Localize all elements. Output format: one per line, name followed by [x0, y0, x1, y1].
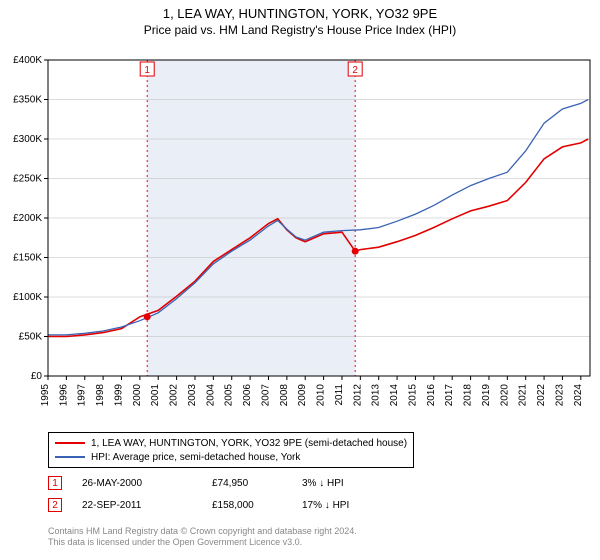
svg-text:2003: 2003 [187, 384, 198, 407]
svg-text:2009: 2009 [297, 384, 308, 407]
legend-row: HPI: Average price, semi-detached house,… [55, 450, 407, 464]
svg-text:2021: 2021 [518, 384, 529, 407]
svg-text:2000: 2000 [132, 384, 143, 407]
svg-text:2014: 2014 [389, 384, 400, 407]
attribution: Contains HM Land Registry data © Crown c… [48, 526, 357, 549]
transaction-date: 22-SEP-2011 [82, 500, 212, 511]
svg-text:2005: 2005 [224, 384, 235, 407]
svg-text:£50K: £50K [19, 332, 43, 343]
svg-text:2016: 2016 [426, 384, 437, 407]
svg-text:2018: 2018 [463, 384, 474, 407]
svg-text:2010: 2010 [316, 384, 327, 407]
svg-text:1998: 1998 [95, 384, 106, 407]
legend-swatch [55, 456, 85, 458]
svg-text:2011: 2011 [334, 384, 345, 406]
marker-badge: 2 [48, 498, 62, 512]
transaction-row: 2 22-SEP-2011 £158,000 17% ↓ HPI [48, 498, 349, 512]
transaction-date: 26-MAY-2000 [82, 478, 212, 489]
legend-swatch [55, 442, 85, 444]
svg-text:£250K: £250K [13, 174, 42, 185]
svg-text:1: 1 [144, 65, 150, 76]
transaction-price: £158,000 [212, 500, 302, 511]
svg-text:£200K: £200K [13, 213, 42, 224]
legend-label: 1, LEA WAY, HUNTINGTON, YORK, YO32 9PE (… [91, 438, 407, 449]
svg-text:2006: 2006 [242, 384, 253, 407]
svg-text:1995: 1995 [40, 384, 51, 407]
svg-text:1997: 1997 [77, 384, 88, 407]
transaction-vs-hpi: 3% ↓ HPI [302, 478, 344, 489]
title-block: 1, LEA WAY, HUNTINGTON, YORK, YO32 9PE P… [0, 0, 600, 38]
svg-text:2017: 2017 [444, 384, 455, 407]
svg-text:£100K: £100K [13, 292, 42, 303]
svg-text:£150K: £150K [13, 253, 42, 264]
chart-title: 1, LEA WAY, HUNTINGTON, YORK, YO32 9PE [0, 6, 600, 22]
svg-text:2015: 2015 [407, 384, 418, 407]
svg-text:2023: 2023 [554, 384, 565, 407]
svg-text:2024: 2024 [573, 384, 584, 407]
svg-text:£400K: £400K [13, 55, 42, 66]
svg-text:£300K: £300K [13, 134, 42, 145]
svg-text:2012: 2012 [352, 384, 363, 407]
transaction-vs-hpi: 17% ↓ HPI [302, 500, 349, 511]
svg-text:£350K: £350K [13, 95, 42, 106]
legend-label: HPI: Average price, semi-detached house,… [91, 452, 300, 463]
svg-text:2002: 2002 [169, 384, 180, 407]
svg-text:2001: 2001 [150, 384, 161, 407]
chart-plot: 1 2 £0 £50K £100K £150K £200K £250K £300K £350K £4… [0, 42, 600, 426]
legend: 1, LEA WAY, HUNTINGTON, YORK, YO32 9PE (… [48, 432, 414, 468]
svg-text:2007: 2007 [260, 384, 271, 407]
marker-badge: 1 [48, 476, 62, 490]
attribution-line: This data is licensed under the Open Gov… [48, 537, 357, 548]
svg-text:2020: 2020 [499, 384, 510, 407]
transaction-price: £74,950 [212, 478, 302, 489]
chart-container: 1, LEA WAY, HUNTINGTON, YORK, YO32 9PE P… [0, 0, 600, 560]
attribution-line: Contains HM Land Registry data © Crown c… [48, 526, 357, 537]
chart-subtitle: Price paid vs. HM Land Registry's House … [0, 23, 600, 38]
svg-text:1999: 1999 [113, 384, 124, 407]
svg-text:2019: 2019 [481, 384, 492, 407]
svg-text:£0: £0 [31, 371, 43, 382]
svg-text:1996: 1996 [58, 384, 69, 407]
legend-row: 1, LEA WAY, HUNTINGTON, YORK, YO32 9PE (… [55, 436, 407, 450]
transaction-row: 1 26-MAY-2000 £74,950 3% ↓ HPI [48, 476, 344, 490]
svg-text:2022: 2022 [536, 384, 547, 407]
svg-text:2: 2 [352, 65, 358, 76]
svg-text:2004: 2004 [205, 384, 216, 407]
svg-text:2008: 2008 [279, 384, 290, 407]
svg-text:2013: 2013 [371, 384, 382, 407]
chart-svg: 1 2 £0 £50K £100K £150K £200K £250K £300K £350K £4… [0, 42, 600, 426]
